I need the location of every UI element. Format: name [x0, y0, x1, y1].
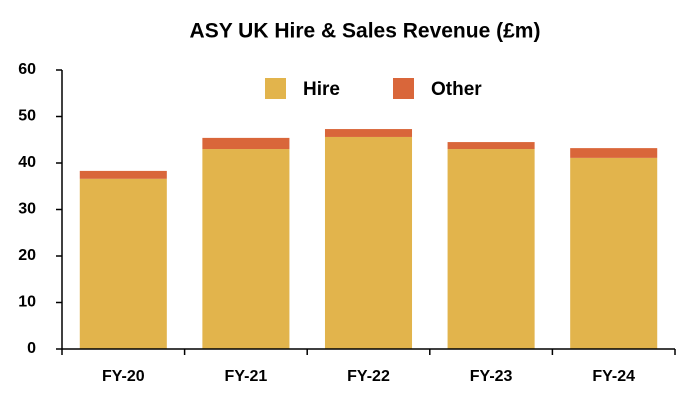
x-tick-label: FY-22 [347, 368, 390, 385]
bar-segment [447, 142, 535, 150]
y-tick-label: 20 [18, 247, 36, 264]
y-tick-label: 10 [18, 294, 36, 311]
legend-label: Hire [303, 79, 340, 100]
bar-segment [79, 178, 167, 349]
legend-swatch [393, 78, 414, 99]
bar-segment [79, 170, 167, 179]
bar-segment [202, 149, 290, 349]
bar-segment [447, 149, 535, 349]
x-tick-label: FY-24 [592, 368, 635, 385]
y-tick-label: 40 [18, 154, 36, 171]
y-tick-label: 50 [18, 108, 36, 125]
legend-swatch [265, 78, 286, 99]
bar-segment [570, 148, 658, 158]
y-tick-label: 0 [27, 340, 36, 357]
y-tick-label: 30 [18, 201, 36, 218]
x-tick-label: FY-21 [225, 368, 268, 385]
bar-segment [570, 157, 658, 349]
chart-title: ASY UK Hire & Sales Revenue (£m) [190, 20, 541, 43]
x-tick-label: FY-20 [102, 368, 145, 385]
bar-segment [324, 129, 413, 137]
bar-segment [324, 136, 413, 349]
x-tick-label: FY-23 [470, 368, 513, 385]
y-tick-label: 60 [18, 61, 36, 78]
bar-segment [202, 137, 290, 150]
legend-label: Other [431, 79, 482, 100]
